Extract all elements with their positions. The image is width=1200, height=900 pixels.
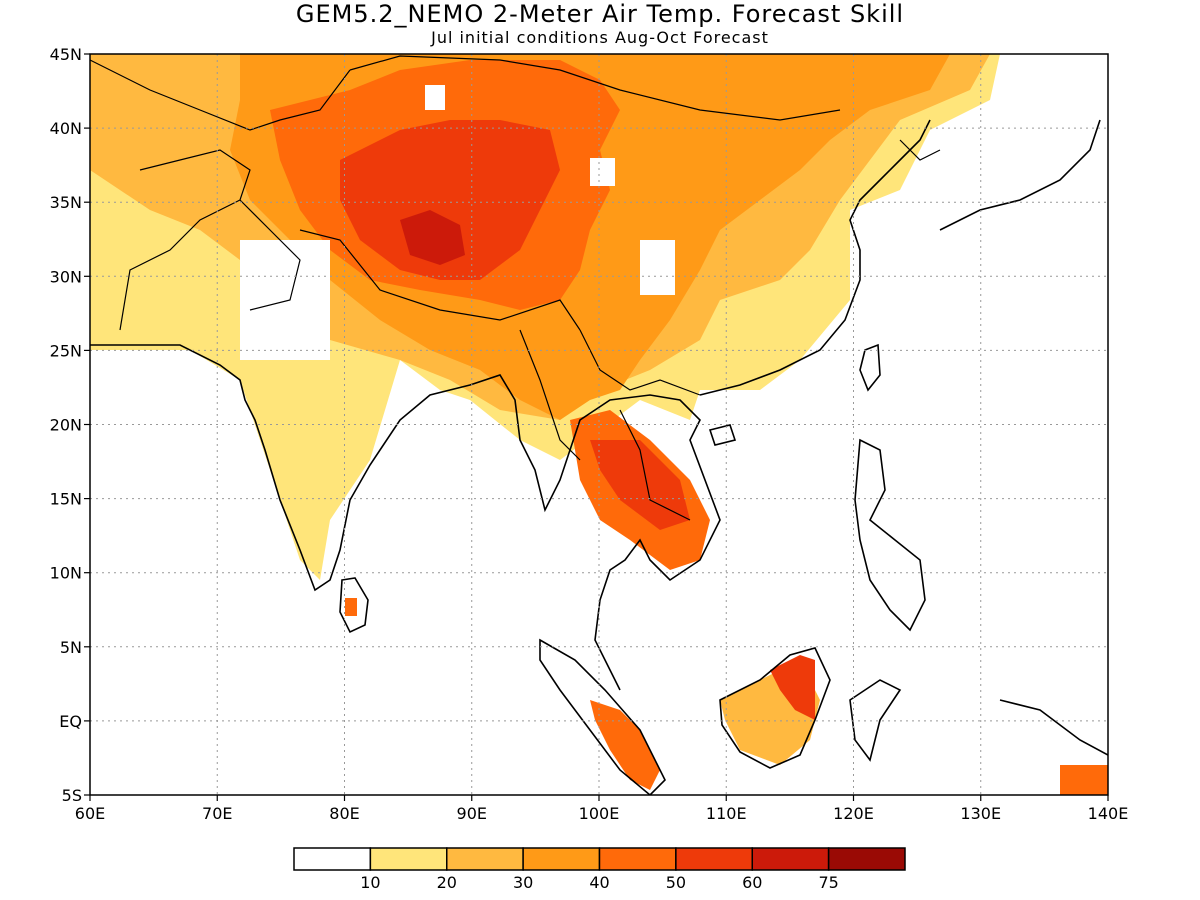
- lat-tick-label: 5N: [60, 638, 82, 657]
- border-korea: [899, 139, 941, 161]
- lon-tick-label: 120E: [833, 804, 874, 823]
- border-pakistan-india: [239, 199, 301, 311]
- colorbar-swatch: [446, 847, 524, 871]
- colorbar-label: 10: [360, 873, 380, 892]
- colorbar-label: 30: [513, 873, 533, 892]
- lon-tick-label: 60E: [75, 804, 105, 823]
- lat-tick-label: 20N: [50, 416, 82, 435]
- coastline-philippines: [854, 438, 926, 632]
- colorbar-label: 50: [666, 873, 686, 892]
- lat-tick-label: 25N: [50, 341, 82, 360]
- lat-tick-label: 10N: [50, 564, 82, 583]
- coastline-newguinea: [999, 699, 1108, 756]
- colorbar-swatch: [675, 847, 753, 871]
- lat-tick-label: 40N: [50, 119, 82, 138]
- lat-tick-label: EQ: [59, 712, 82, 731]
- skill-region-borneo-core: [770, 655, 815, 720]
- skill-shading: [90, 54, 1108, 795]
- skill-blank-china: [640, 240, 675, 295]
- lat-tick-label: 35N: [50, 193, 82, 212]
- skill-region-newguinea: [1060, 765, 1108, 795]
- coastline-srilanka: [339, 577, 369, 634]
- colorbar-label: 75: [818, 873, 838, 892]
- coastline-borneo: [719, 647, 831, 769]
- border-central-asia: [90, 59, 351, 131]
- border-thailand: [619, 409, 691, 521]
- lon-tick-label: 70E: [202, 804, 232, 823]
- map-title: GEM5.2_NEMO 2-Meter Air Temp. Forecast S…: [295, 0, 905, 28]
- lat-tick-label: 5S: [62, 786, 82, 805]
- axis-ticks: 60E 70E 80E 90E 100E 110E 120E 130E 140E 45N 40N 35…: [50, 45, 1129, 823]
- lat-tick-label: 15N: [50, 490, 82, 509]
- border-china-south: [579, 329, 701, 396]
- coastline-hainan: [708, 424, 737, 446]
- skill-region-srilanka: [345, 598, 357, 616]
- coastline-taiwan: [859, 343, 881, 392]
- lon-tick-label: 90E: [457, 804, 487, 823]
- colorbar-label: 40: [589, 873, 609, 892]
- skill-region-60-75: [400, 210, 465, 265]
- lat-tick-label: 45N: [50, 45, 82, 64]
- border-myanmar: [519, 329, 581, 461]
- lat-tick-label: 30N: [50, 267, 82, 286]
- map-subtitle: Jul initial conditions Aug-Oct Forecast: [431, 28, 769, 47]
- skill-region-sumatra: [590, 700, 660, 790]
- colorbar-swatch: [369, 847, 448, 871]
- lon-tick-label: 80E: [329, 804, 359, 823]
- skill-blank-tibet-a: [425, 85, 445, 110]
- border-himalaya: [299, 229, 581, 331]
- colorbar: 10 20 30 40 50 60 75: [293, 847, 906, 892]
- coastline-asia: [90, 344, 721, 691]
- lon-tick-label: 130E: [960, 804, 1001, 823]
- lon-tick-label: 140E: [1088, 804, 1129, 823]
- country-borders: [90, 55, 941, 521]
- coastlines: [90, 119, 1108, 795]
- coastline-japan: [939, 119, 1101, 231]
- colorbar-label: 20: [437, 873, 457, 892]
- colorbar-swatch: [293, 847, 372, 871]
- colorbar-swatch: [751, 847, 830, 871]
- colorbar-swatch: [827, 847, 906, 871]
- skill-region-50-60: [340, 120, 560, 280]
- colorbar-swatch: [522, 847, 601, 871]
- colorbar-swatch: [598, 847, 677, 871]
- lon-tick-label: 110E: [706, 804, 747, 823]
- skill-blank-india: [240, 240, 330, 360]
- border-mongolia: [349, 55, 841, 121]
- coastline-sumatra: [539, 638, 666, 795]
- skill-blank-tibet-b: [590, 158, 615, 186]
- coastline-china: [699, 119, 931, 396]
- grid-lines: [90, 54, 1108, 795]
- coastline-sulawesi: [849, 679, 902, 762]
- lon-tick-label: 100E: [579, 804, 620, 823]
- colorbar-label: 60: [742, 873, 762, 892]
